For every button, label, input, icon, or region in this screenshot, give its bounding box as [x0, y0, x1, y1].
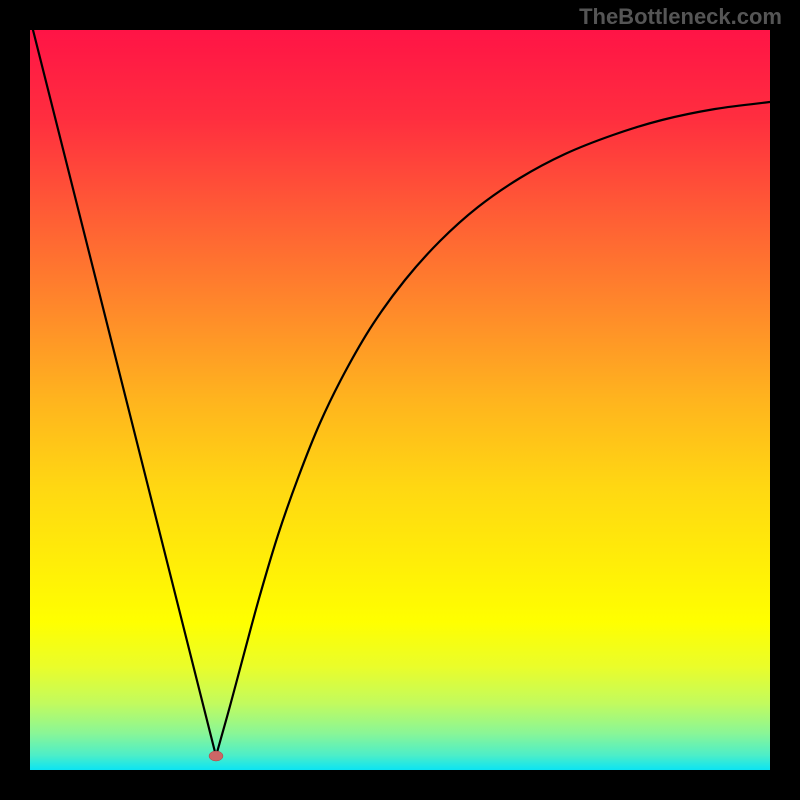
watermark-text: TheBottleneck.com: [579, 4, 782, 30]
plot-area: [30, 30, 770, 770]
curve-layer: [30, 30, 770, 770]
minimum-marker: [209, 751, 223, 761]
chart-frame: TheBottleneck.com: [0, 0, 800, 800]
bottleneck-curve: [33, 30, 770, 756]
